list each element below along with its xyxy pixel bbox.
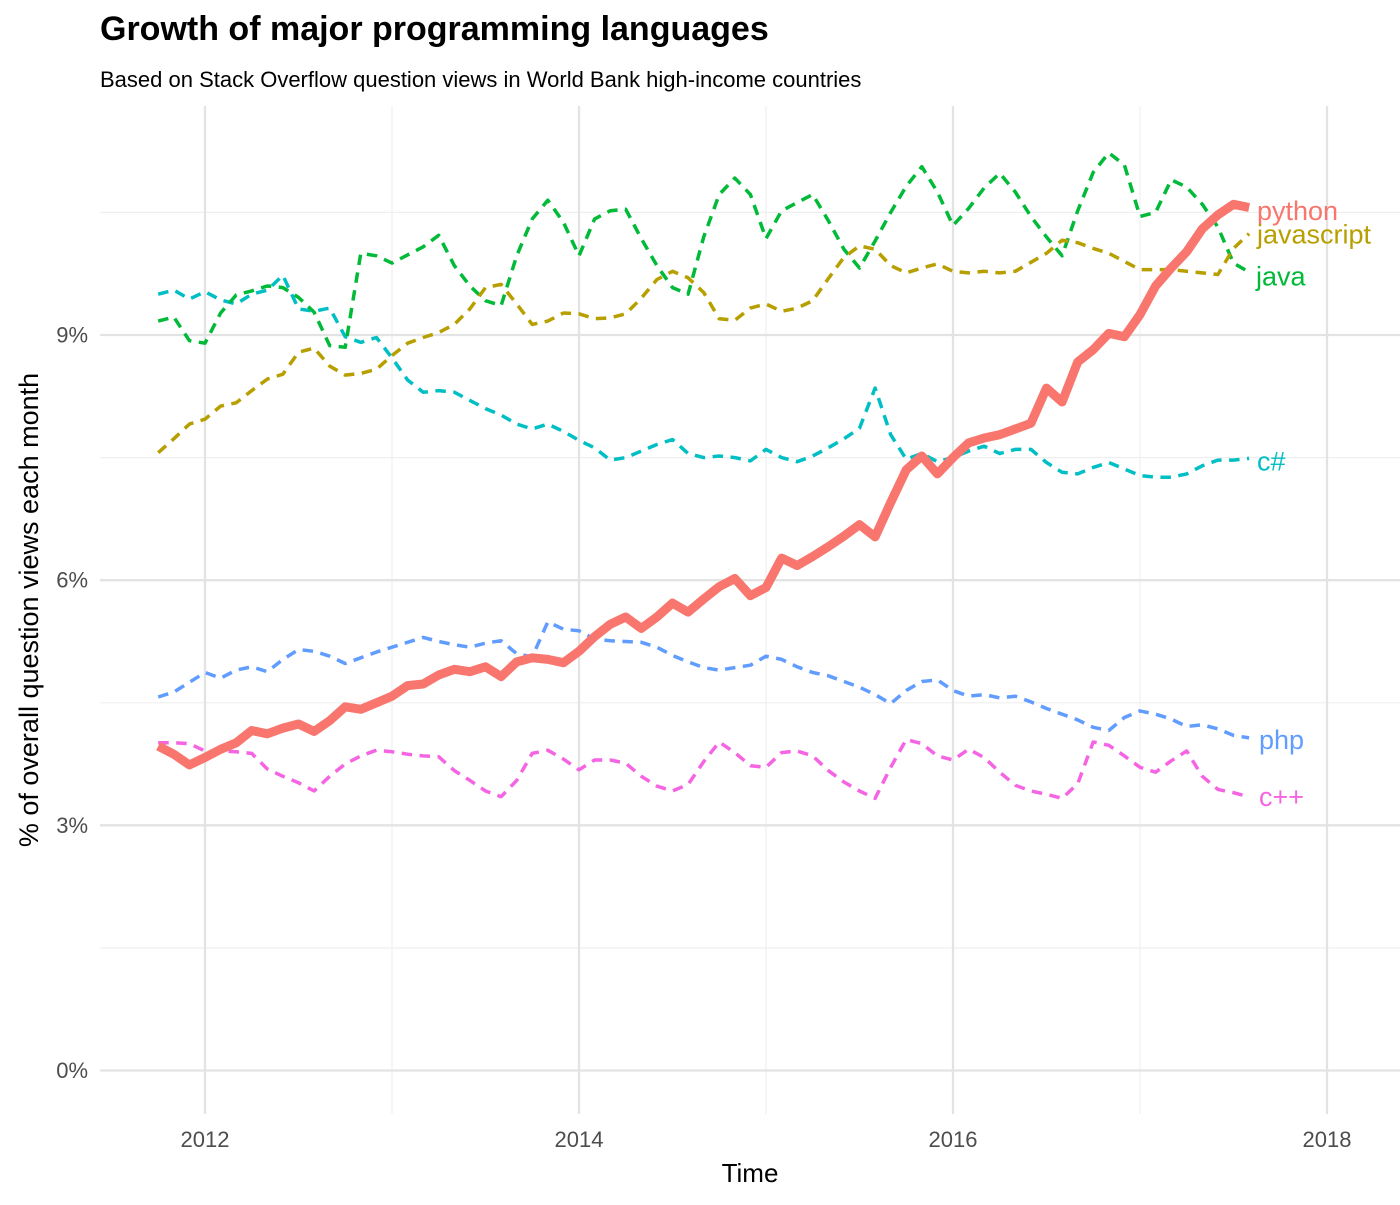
- svg-text:c++: c++: [1259, 782, 1304, 812]
- svg-text:3%: 3%: [56, 813, 88, 838]
- svg-text:Growth of major programming la: Growth of major programming languages: [100, 10, 769, 48]
- svg-text:2018: 2018: [1303, 1127, 1352, 1152]
- svg-text:c#: c#: [1257, 447, 1286, 477]
- svg-text:% of overall question views ea: % of overall question views each month: [14, 373, 44, 847]
- svg-text:2014: 2014: [555, 1127, 604, 1152]
- svg-text:9%: 9%: [56, 323, 88, 348]
- svg-text:python: python: [1257, 196, 1338, 226]
- svg-text:Based on Stack Overflow questi: Based on Stack Overflow question views i…: [100, 67, 861, 92]
- svg-text:php: php: [1259, 725, 1304, 755]
- svg-text:2012: 2012: [181, 1127, 230, 1152]
- svg-text:0%: 0%: [56, 1058, 88, 1083]
- svg-text:javascript: javascript: [1256, 220, 1372, 250]
- svg-text:2016: 2016: [929, 1127, 978, 1152]
- svg-text:java: java: [1255, 262, 1307, 292]
- svg-text:6%: 6%: [56, 568, 88, 593]
- svg-text:Time: Time: [722, 1158, 779, 1188]
